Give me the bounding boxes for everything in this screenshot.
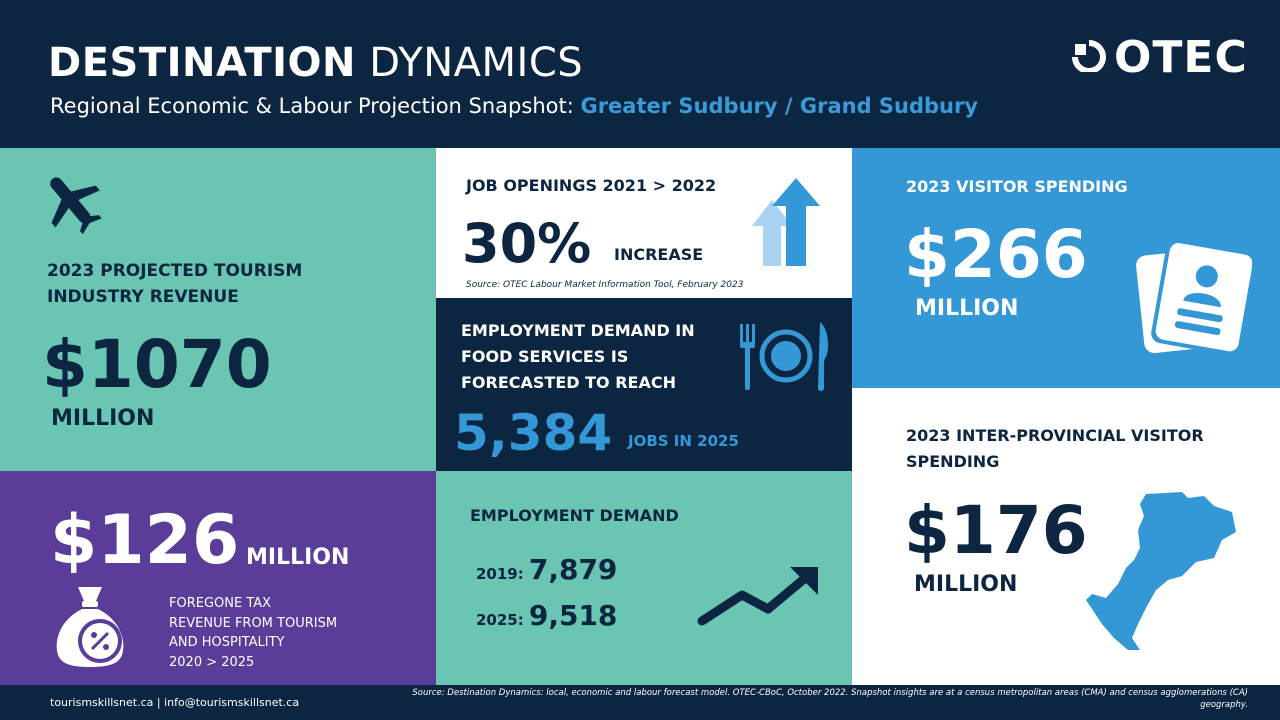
- otec-logo: OTEC: [1072, 32, 1252, 86]
- foregone-tax-line-2: REVENUE FROM TOURISM: [169, 615, 338, 631]
- employment-demand-year: 2019:: [476, 565, 524, 583]
- visitor-spending-label: 2023 VISITOR SPENDING: [906, 177, 1128, 196]
- food-services-panel: EMPLOYMENT DEMAND IN FOOD SERVICES IS FO…: [436, 298, 852, 471]
- sudbury-map-icon: [1086, 492, 1236, 650]
- employment-demand-value: 7,879: [528, 553, 618, 586]
- food-services-label: EMPLOYMENT DEMAND IN FOOD SERVICES IS FO…: [461, 318, 695, 396]
- title-bold: DESTINATION: [48, 40, 356, 86]
- tourism-revenue-label-1: 2023 PROJECTED TOURISM: [47, 261, 303, 281]
- job-openings-unit: INCREASE: [614, 245, 704, 264]
- page-subtitle: Regional Economic & Labour Projection Sn…: [50, 94, 978, 118]
- food-services-unit: JOBS IN 2025: [628, 432, 739, 450]
- employment-demand-panel: EMPLOYMENT DEMAND 2019: 7,879 2025: 9,51…: [436, 471, 852, 685]
- foregone-tax-line-3: AND HOSPITALITY: [169, 635, 285, 650]
- money-bag-percent-icon: [56, 587, 124, 667]
- trend-up-arrow-icon: [697, 567, 818, 626]
- region-name: Greater Sudbury / Grand Sudbury: [580, 94, 979, 118]
- food-services-value: 5,384: [454, 404, 613, 462]
- footer-source: Source: Destination Dynamics: local, eco…: [388, 687, 1248, 711]
- visitor-spending-panel: 2023 VISITOR SPENDING $266 MILLION: [852, 148, 1280, 388]
- employment-demand-row-2025: 2025: 9,518: [476, 599, 617, 632]
- page-title: DESTINATION DYNAMICS: [48, 40, 583, 86]
- footer-source-line-2: geography.: [1200, 700, 1248, 710]
- up-arrows-icon: [752, 178, 820, 266]
- interprovincial-value: $176: [904, 492, 1088, 569]
- plate-cutlery-icon: [740, 322, 829, 391]
- footer: tourismskillsnet.ca | info@tourismskills…: [0, 685, 1280, 720]
- foregone-tax-line-1: FOREGONE TAX: [169, 596, 272, 611]
- tourism-revenue-label-2: INDUSTRY REVENUE: [47, 287, 239, 307]
- interprovincial-label-2: SPENDING: [906, 452, 1000, 471]
- foregone-tax-line-4: 2020 > 2025: [169, 654, 255, 670]
- job-openings-source: Source: OTEC Labour Market Information T…: [466, 280, 744, 290]
- visitor-spending-unit: MILLION: [915, 296, 1019, 321]
- foregone-tax-unit: MILLION: [246, 545, 350, 570]
- employment-demand-label: EMPLOYMENT DEMAND: [470, 506, 679, 525]
- job-openings-value: 30%: [462, 212, 592, 275]
- food-services-line-1: EMPLOYMENT DEMAND IN: [461, 321, 695, 340]
- foregone-tax-value: $126: [50, 501, 240, 580]
- job-openings-panel: JOB OPENINGS 2021 > 2022 30% INCREASE So…: [436, 148, 852, 298]
- logo-text: OTEC: [1114, 32, 1248, 83]
- tourism-revenue-unit: MILLION: [51, 406, 155, 431]
- footer-source-line-1: Source: Destination Dynamics: local, eco…: [412, 688, 1248, 698]
- otec-logo-icon: [1072, 40, 1107, 72]
- visitor-spending-value: $266: [904, 216, 1088, 293]
- interprovincial-unit: MILLION: [914, 572, 1018, 597]
- id-card-icon: [1136, 240, 1252, 354]
- food-services-line-2: FOOD SERVICES IS: [461, 347, 629, 366]
- employment-demand-row-2019: 2019: 7,879: [476, 553, 617, 586]
- tourism-revenue-value: $1070: [42, 326, 272, 403]
- foregone-tax-description: FOREGONE TAX REVENUE FROM TOURISM AND HO…: [169, 594, 337, 672]
- food-services-line-3: FORECASTED TO REACH: [461, 373, 676, 392]
- subtitle-text: Regional Economic & Labour Projection Sn…: [50, 94, 574, 118]
- employment-demand-year: 2025:: [476, 611, 524, 629]
- employment-demand-value: 9,518: [528, 599, 618, 632]
- tourism-revenue-panel: 2023 PROJECTED TOURISM INDUSTRY REVENUE …: [0, 148, 436, 471]
- foregone-tax-panel: $126 MILLION FOREGONE TAX REVENUE FROM T…: [0, 471, 436, 685]
- interprovincial-label-1: 2023 INTER-PROVINCIAL VISITOR: [906, 426, 1204, 445]
- header: DESTINATION DYNAMICS Regional Economic &…: [0, 0, 1280, 148]
- airplane-icon: [50, 177, 102, 234]
- interprovincial-panel: 2023 INTER-PROVINCIAL VISITOR SPENDING $…: [852, 388, 1280, 685]
- title-light: DYNAMICS: [369, 40, 584, 86]
- job-openings-label: JOB OPENINGS 2021 > 2022: [466, 176, 717, 195]
- footer-contact: tourismskillsnet.ca | info@tourismskills…: [50, 696, 300, 709]
